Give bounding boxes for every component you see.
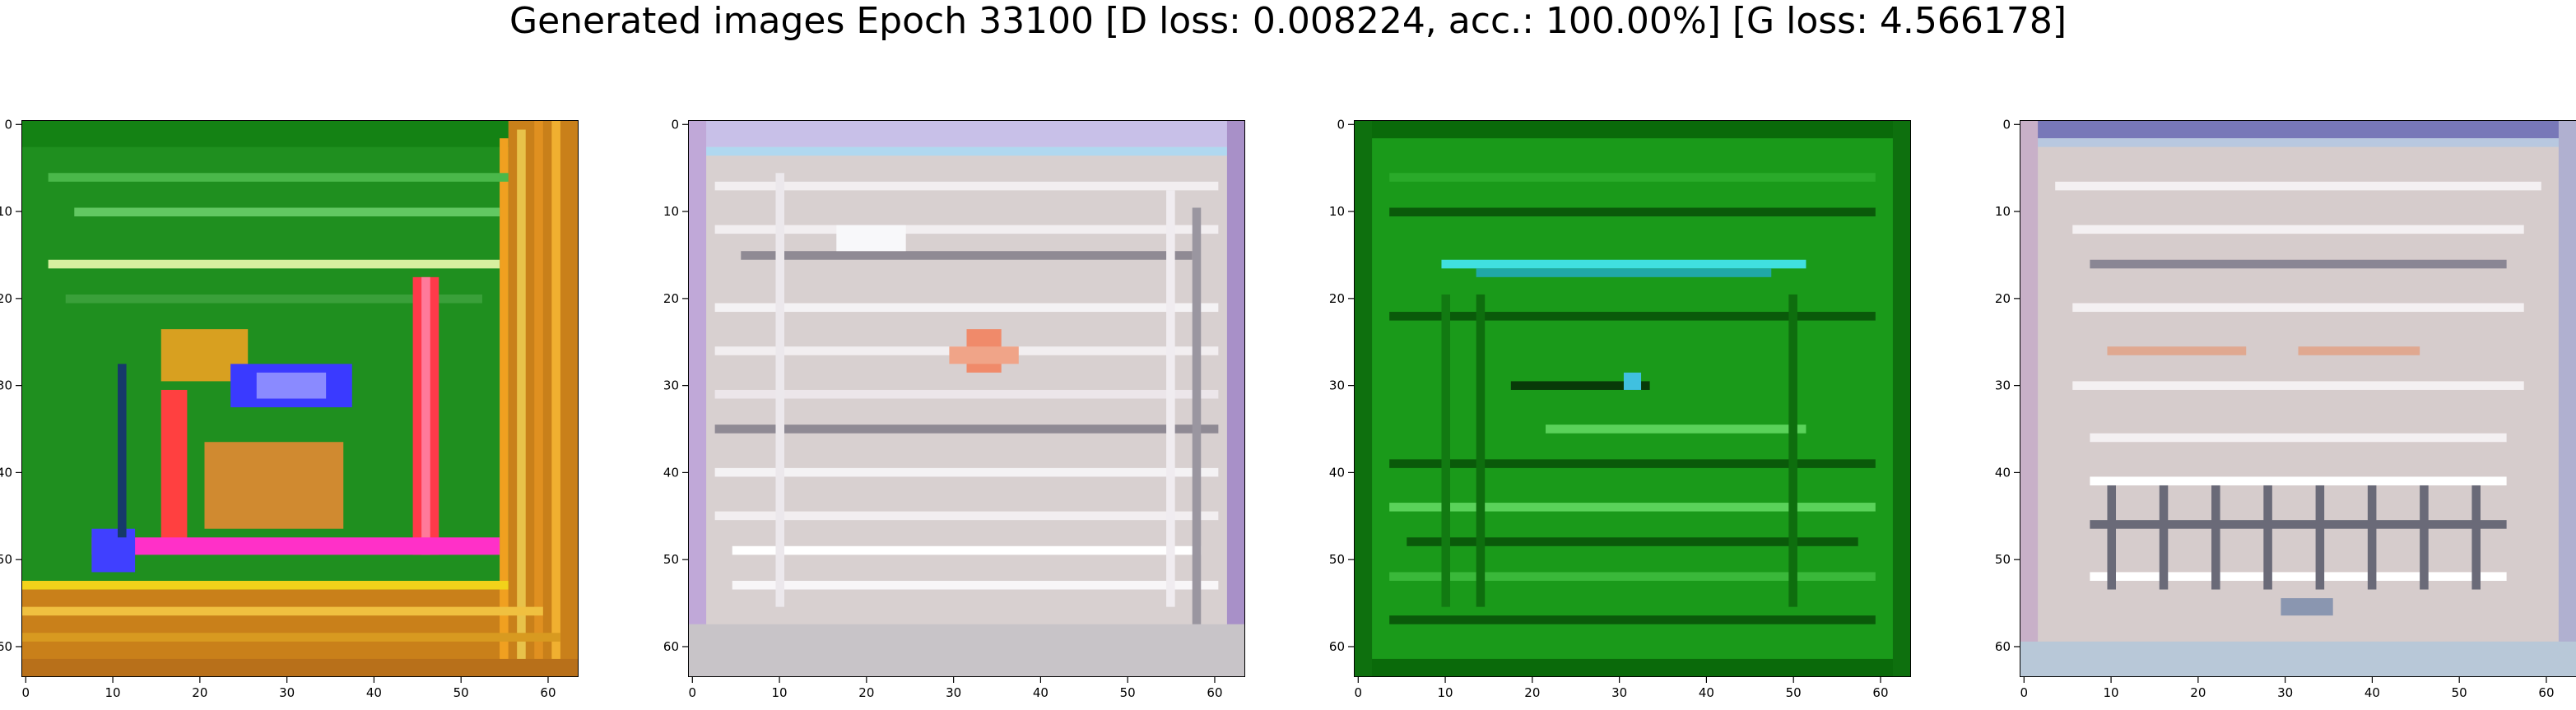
y-tick-label: 60 [663,639,679,654]
y-tick-label: 40 [663,465,679,480]
x-tick-label: 60 [2538,685,2554,700]
y-tick-label: 20 [663,291,679,306]
y-tick-label: 10 [0,204,12,219]
y-tick-label: 0 [671,117,679,132]
x-tick-label: 40 [366,685,382,700]
x-tick-label: 50 [453,685,469,700]
subplot-4: 0 10 20 30 40 50 60 0 10 20 30 40 50 60 [1995,117,2576,700]
y-tick-label: 0 [1337,117,1345,132]
y-tick-label: 50 [0,552,12,567]
x-tick-label: 50 [2452,685,2467,700]
x-tick-label: 10 [1438,685,1453,700]
y-tick-label: 50 [1329,552,1345,567]
x-tick-label: 10 [105,685,121,700]
y-tick-label: 60 [1329,639,1345,654]
x-tick-label: 0 [689,685,697,700]
y-tick-label: 50 [1995,552,2011,567]
x-tick-label: 20 [2190,685,2206,700]
y-tick-label: 20 [1329,291,1345,306]
subplot-2: 0 10 20 30 40 50 60 0 10 20 30 40 50 60 [663,117,1245,700]
axes-ticks-1: 0 10 20 30 40 50 60 0 10 20 30 40 50 60 [0,117,556,700]
y-tick-label: 0 [2002,117,2011,132]
image-2-pixels [689,121,1244,676]
y-tick-label: 40 [1329,465,1345,480]
x-tick-label: 40 [1699,685,1714,700]
subplot-3: 0 10 20 30 40 50 60 0 10 20 30 40 50 60 [1329,117,1911,700]
x-tick-label: 40 [2364,685,2380,700]
y-tick-label: 30 [1329,378,1345,393]
y-tick-label: 10 [663,204,679,219]
x-tick-label: 20 [1524,685,1540,700]
x-tick-label: 30 [946,685,961,700]
axes-ticks-2: 0 10 20 30 40 50 60 0 10 20 30 40 50 60 [663,117,1223,700]
y-tick-label: 20 [1995,291,2011,306]
generated-image-2 [688,120,1245,677]
x-tick-label: 30 [2277,685,2293,700]
y-tick-label: 30 [663,378,679,393]
x-tick-label: 20 [858,685,874,700]
x-tick-label: 0 [22,685,30,700]
y-tick-label: 60 [1995,639,2011,654]
x-tick-label: 60 [1872,685,1888,700]
y-tick-label: 10 [1329,204,1345,219]
y-tick-label: 10 [1995,204,2011,219]
axes-ticks-3: 0 10 20 30 40 50 60 0 10 20 30 40 50 60 [1329,117,1889,700]
generated-image-1 [21,120,579,677]
x-tick-label: 10 [772,685,788,700]
x-tick-label: 40 [1033,685,1049,700]
x-tick-label: 20 [192,685,207,700]
x-tick-label: 30 [1611,685,1627,700]
x-tick-label: 50 [1786,685,1802,700]
x-tick-label: 0 [2020,685,2029,700]
generated-image-4 [2020,120,2576,677]
image-1-pixels [22,121,578,676]
generated-image-3 [1354,120,1911,677]
subplot-1: 0 10 20 30 40 50 60 0 10 20 30 40 50 60 [0,117,579,700]
y-tick-label: 20 [0,291,12,306]
y-tick-label: 40 [0,465,12,480]
x-tick-label: 50 [1120,685,1136,700]
x-tick-label: 10 [2104,685,2119,700]
y-tick-label: 40 [1995,465,2011,480]
x-tick-label: 60 [540,685,556,700]
x-tick-label: 60 [1207,685,1222,700]
x-tick-label: 30 [279,685,295,700]
y-tick-label: 60 [0,639,12,654]
image-3-pixels [1355,121,1910,676]
y-tick-label: 30 [1995,378,2011,393]
y-tick-label: 50 [663,552,679,567]
x-tick-label: 0 [1355,685,1363,700]
y-tick-label: 0 [4,117,12,132]
figure-title: Generated images Epoch 33100 [D loss: 0.… [509,0,2067,42]
image-4-pixels [2020,121,2576,676]
axes-ticks-4: 0 10 20 30 40 50 60 0 10 20 30 40 50 60 [1995,117,2555,700]
y-tick-label: 30 [0,378,12,393]
